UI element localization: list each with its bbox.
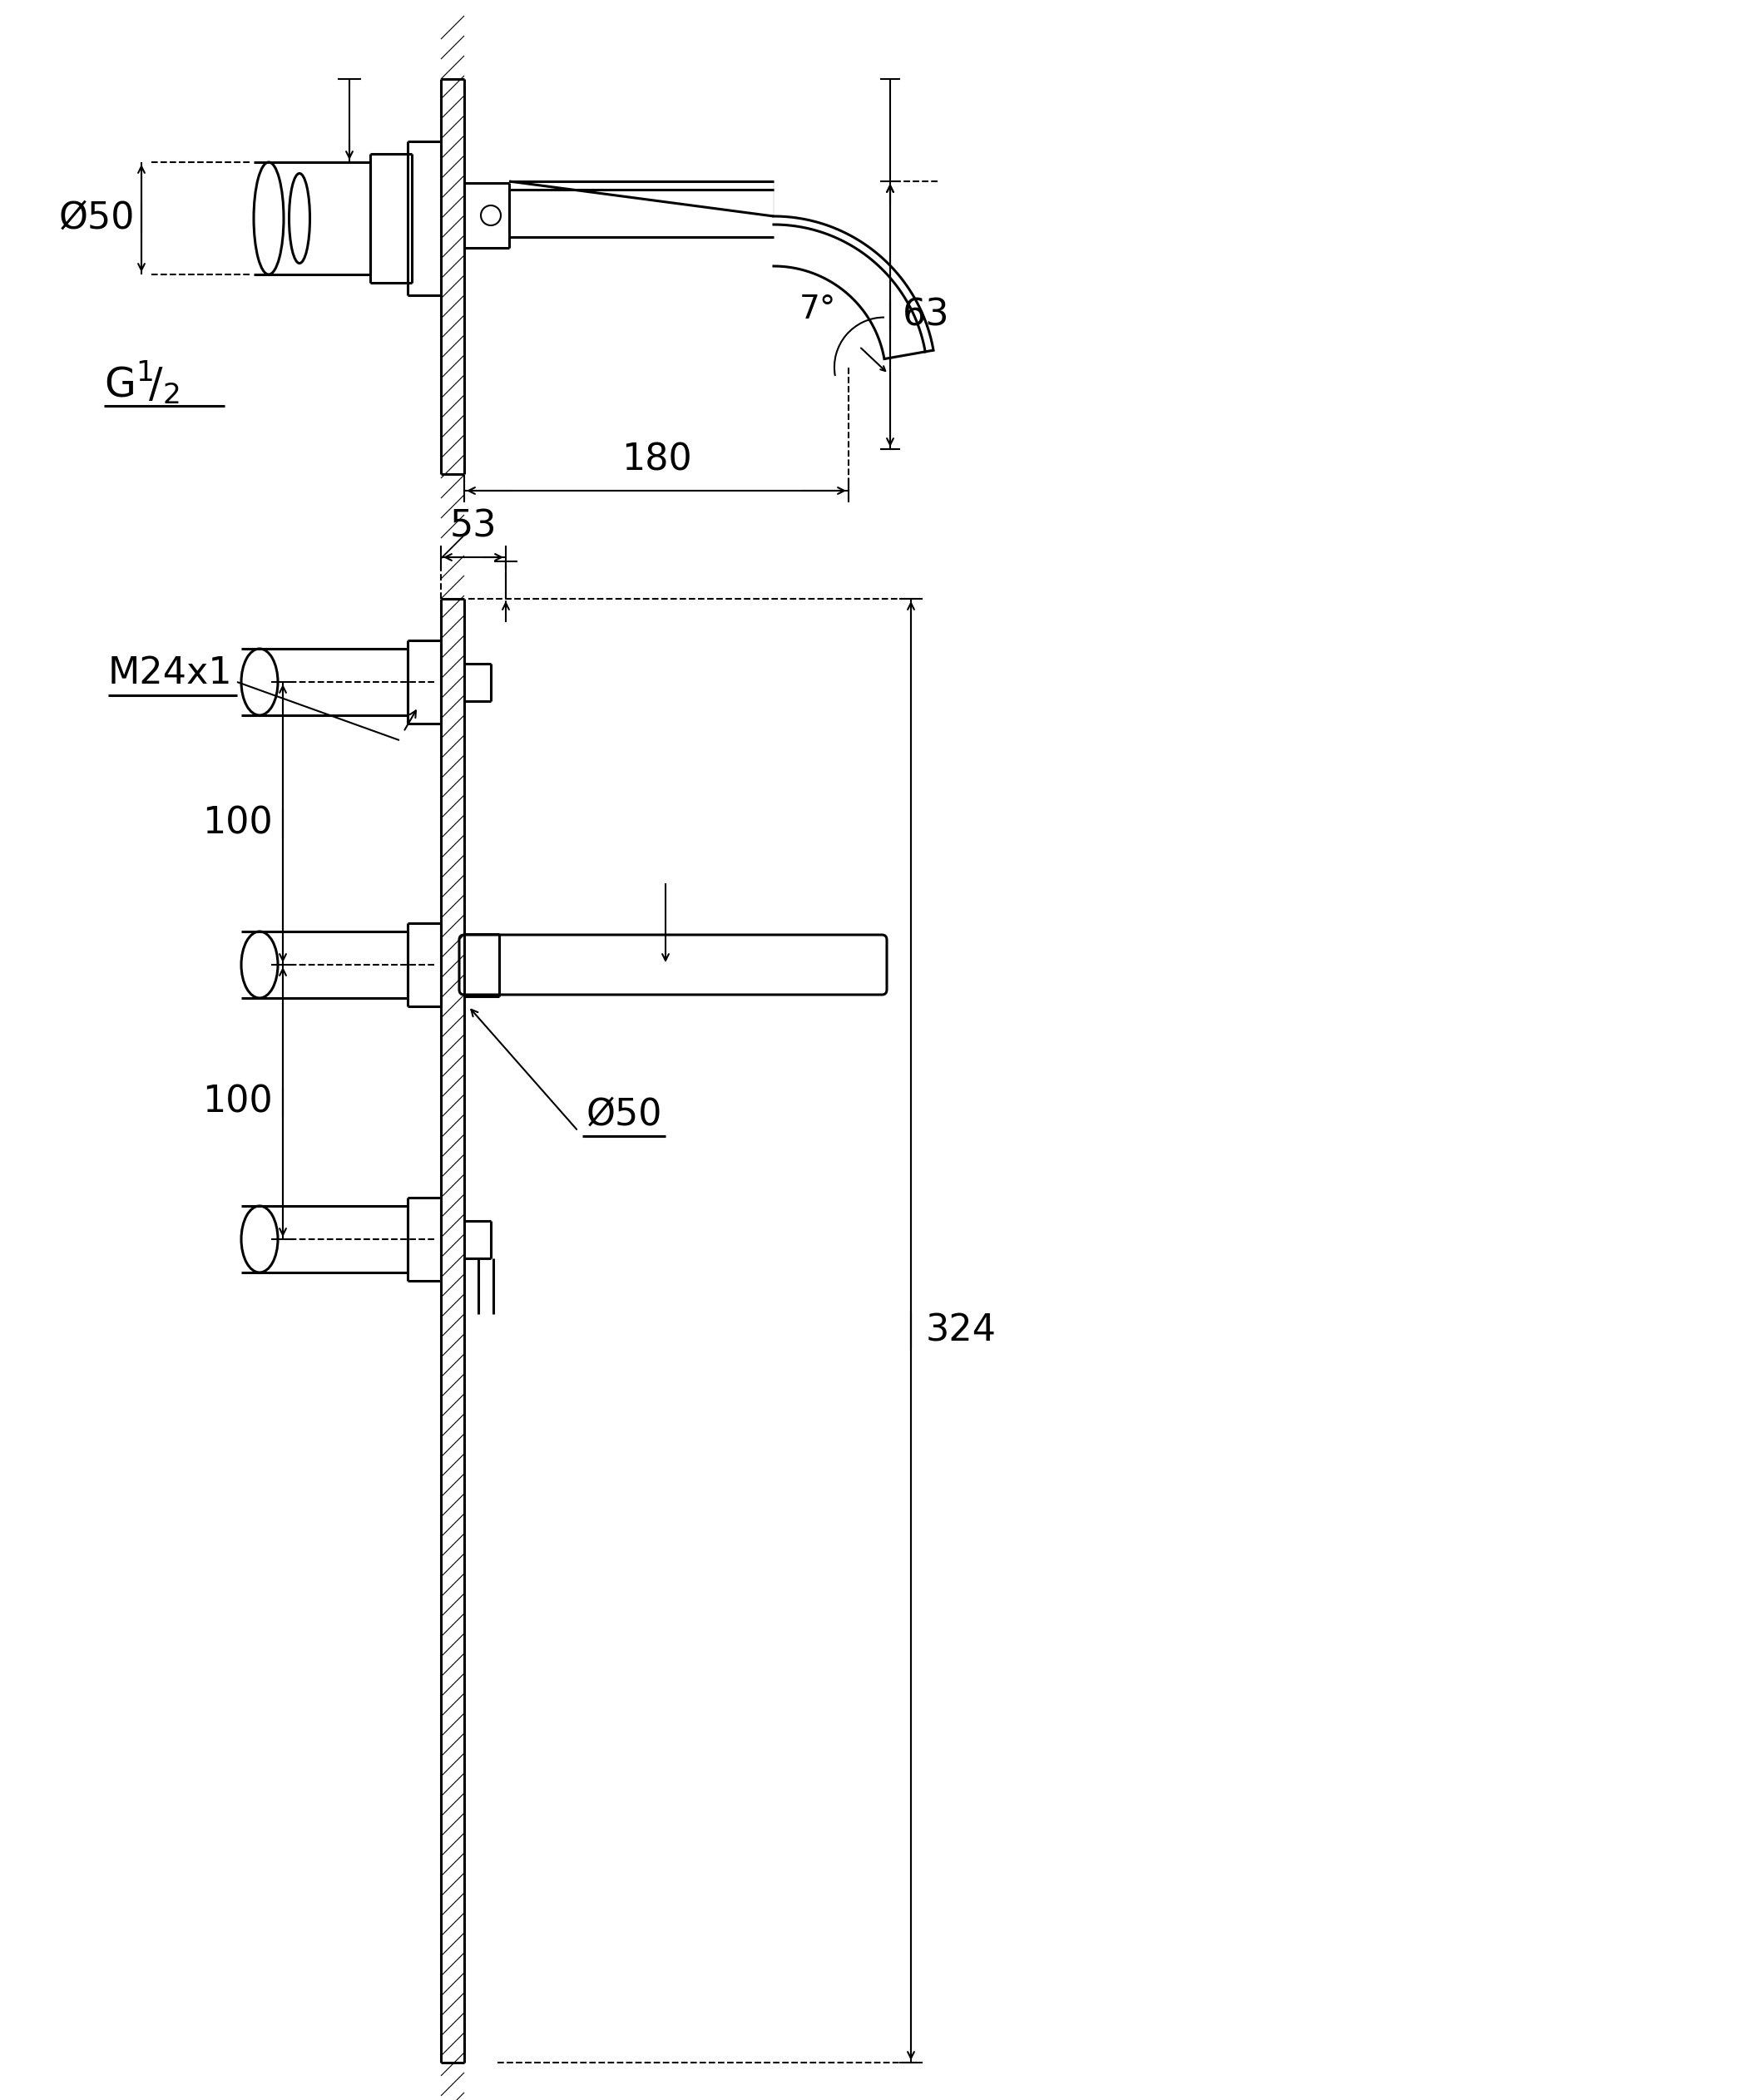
Text: 180: 180 [622, 441, 692, 477]
Text: 324: 324 [925, 1312, 997, 1348]
Text: 100: 100 [203, 1084, 273, 1119]
Text: M24x1: M24x1 [109, 655, 233, 691]
Text: 53: 53 [450, 508, 498, 544]
Text: Ø50: Ø50 [587, 1096, 662, 1132]
FancyBboxPatch shape [459, 934, 887, 995]
Text: G$^1\!/_2$: G$^1\!/_2$ [103, 359, 179, 405]
Text: 63: 63 [902, 298, 950, 334]
Text: Ø50: Ø50 [58, 200, 135, 235]
Text: 7°: 7° [799, 294, 836, 326]
Text: 100: 100 [203, 806, 273, 842]
